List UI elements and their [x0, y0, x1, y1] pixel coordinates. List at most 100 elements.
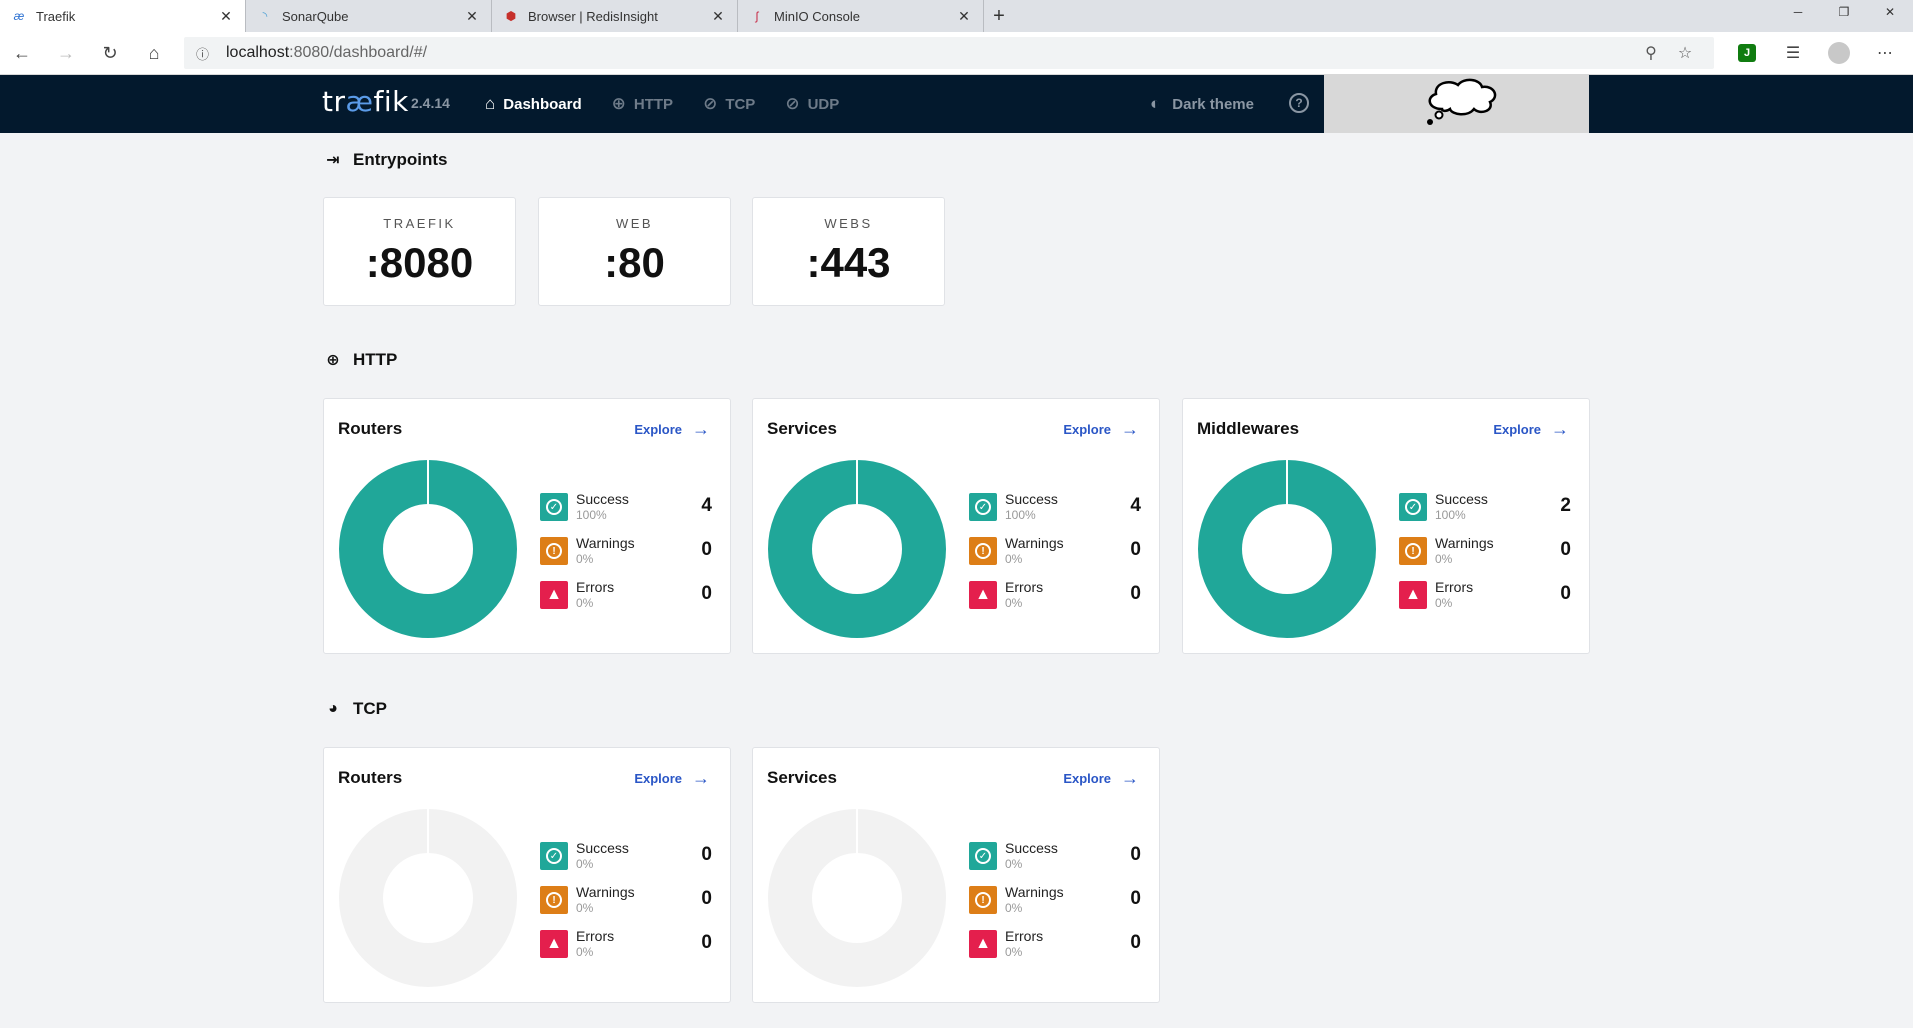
- status-donut-chart: [339, 808, 517, 987]
- nav-label: UDP: [807, 95, 840, 113]
- warnings-row: ! Warnings 0% 0: [969, 882, 1141, 922]
- close-icon[interactable]: ✕: [466, 7, 478, 24]
- warning-triangle-icon: ▲: [546, 586, 562, 603]
- http-routers-card: Routers Explore → ✓ Success 100% 4 ! War…: [323, 398, 731, 654]
- explore-link[interactable]: Explore →: [634, 768, 710, 789]
- browser-tab-redisinsight[interactable]: ⬢ Browser | RedisInsight ✕: [492, 0, 738, 32]
- arrow-right-icon: →: [692, 768, 710, 788]
- warnings-label: Warnings: [576, 535, 635, 551]
- arrow-right-icon: →: [692, 419, 710, 439]
- minio-icon: ʃ: [755, 9, 759, 23]
- home-button[interactable]: ⌂: [148, 42, 160, 63]
- explore-link[interactable]: Explore →: [1063, 768, 1139, 789]
- warnings-count: 0: [701, 888, 712, 909]
- errors-count: 0: [1130, 932, 1141, 953]
- info-icon[interactable]: ⓘ: [196, 46, 210, 62]
- nav-dashboard[interactable]: ⌂ Dashboard: [485, 94, 582, 114]
- warnings-label: Warnings: [1005, 884, 1064, 900]
- browser-tab-bar: æ Traefik ✕ ◝ SonarQube ✕ ⬢ Browser | Re…: [0, 0, 1913, 32]
- card-title: Services: [767, 768, 837, 787]
- success-row: ✓ Success 100% 4: [540, 489, 712, 529]
- tcp-services-card: Services Explore → ✓ Success 0% 0 ! Warn…: [752, 747, 1160, 1003]
- nav-udp[interactable]: ⊘ UDP: [785, 94, 839, 114]
- restore-icon[interactable]: ❐: [1838, 5, 1850, 19]
- nav-label: HTTP: [633, 95, 674, 113]
- browser-tab-sonarqube[interactable]: ◝ SonarQube ✕: [246, 0, 492, 32]
- close-icon[interactable]: ✕: [958, 7, 970, 24]
- browser-tab-traefik[interactable]: æ Traefik ✕: [0, 0, 246, 32]
- explore-link[interactable]: Explore →: [634, 419, 710, 440]
- entrypoints-section-title: ⇥ Entrypoints: [323, 150, 447, 170]
- success-percent: 100%: [1435, 508, 1466, 522]
- zoom-icon[interactable]: ⚲: [1645, 45, 1657, 62]
- close-window-icon[interactable]: ✕: [1884, 5, 1896, 19]
- warning-triangle-icon: ▲: [975, 935, 991, 952]
- nav-http[interactable]: ⊕ HTTP: [612, 94, 673, 114]
- http-services-card: Services Explore → ✓ Success 100% 4 ! Wa…: [752, 398, 1160, 654]
- warnings-count: 0: [701, 539, 712, 560]
- traefik-navbar: træfik 2.4.14 ⌂ Dashboard ⊕ HTTP ⊘ TCP ⊘…: [0, 75, 1913, 133]
- nav-label: TCP: [725, 95, 756, 113]
- entrypoint-address: :443: [806, 239, 891, 286]
- explore-link[interactable]: Explore →: [1063, 419, 1139, 440]
- url-input[interactable]: ⓘ localhost:8080/dashboard/#/ ⚲ ☆: [184, 37, 1714, 69]
- close-icon[interactable]: ✕: [712, 7, 724, 24]
- errors-row: ▲ Errors 0% 0: [540, 577, 712, 617]
- card-title: Routers: [338, 768, 403, 787]
- errors-row: ▲ Errors 0% 0: [540, 926, 712, 966]
- traefik-logo[interactable]: træfik: [322, 85, 409, 118]
- warning-triangle-icon: ▲: [975, 586, 991, 603]
- http-middlewares-card: Middlewares Explore → ✓ Success 100% 2 !…: [1182, 398, 1590, 654]
- section-label: Entrypoints: [353, 150, 448, 169]
- home-icon: ⌂: [485, 94, 496, 113]
- errors-count: 0: [1560, 583, 1571, 604]
- explore-link[interactable]: Explore →: [1493, 419, 1569, 440]
- contrast-icon: ◐: [1150, 94, 1161, 113]
- warnings-percent: 0%: [576, 901, 594, 915]
- warning-badge: !: [1399, 537, 1427, 565]
- url-path: :8080/dashboard/#/: [289, 44, 428, 61]
- redis-icon: ⬢: [505, 9, 517, 23]
- close-icon[interactable]: ✕: [220, 7, 232, 24]
- more-icon[interactable]: ⋯: [1877, 45, 1893, 62]
- refresh-button[interactable]: ↻: [102, 42, 118, 63]
- arrow-right-icon: →: [1121, 768, 1139, 788]
- warnings-row: ! Warnings 0% 0: [540, 533, 712, 573]
- success-percent: 0%: [576, 857, 594, 871]
- minimize-icon[interactable]: ─: [1793, 5, 1803, 19]
- globe-icon: ⊕: [611, 94, 626, 113]
- success-count: 0: [1130, 844, 1141, 865]
- favorite-star-icon[interactable]: ☆: [1677, 45, 1693, 62]
- tab-label: Traefik: [36, 8, 76, 24]
- new-tab-button[interactable]: +: [993, 4, 1005, 27]
- warning-triangle-icon: ▲: [546, 935, 562, 952]
- extension-icon[interactable]: J: [1738, 44, 1756, 62]
- success-label: Success: [1005, 491, 1058, 507]
- back-button[interactable]: ←: [13, 42, 31, 63]
- status-donut-chart: [1198, 459, 1376, 638]
- errors-percent: 0%: [576, 945, 594, 959]
- favorites-icon[interactable]: ☰: [1785, 45, 1801, 62]
- success-row: ✓ Success 100% 4: [969, 489, 1141, 529]
- warnings-label: Warnings: [576, 884, 635, 900]
- nav-tcp[interactable]: ⊘ TCP: [703, 94, 755, 114]
- error-badge: ▲: [540, 581, 568, 609]
- help-icon[interactable]: ?: [1289, 93, 1309, 113]
- logo-part: tr: [322, 85, 346, 118]
- url-host: localhost: [226, 44, 290, 61]
- card-title: Routers: [338, 419, 403, 438]
- browser-tab-minio[interactable]: ʃ MinIO Console ✕: [738, 0, 984, 32]
- thought-bubble-image: [1324, 75, 1589, 133]
- profile-avatar[interactable]: [1828, 42, 1850, 64]
- main-nav: ⌂ Dashboard ⊕ HTTP ⊘ TCP ⊘ UDP: [485, 75, 869, 133]
- http-section-title: ⊕ HTTP: [323, 350, 397, 370]
- success-percent: 100%: [576, 508, 607, 522]
- forward-button[interactable]: →: [57, 42, 75, 63]
- warning-badge: !: [540, 537, 568, 565]
- status-donut-chart: [768, 459, 946, 638]
- entrypoint-address: :80: [604, 239, 665, 286]
- exclamation-icon: !: [546, 543, 562, 559]
- success-label: Success: [1435, 491, 1488, 507]
- dark-theme-toggle[interactable]: ◐ Dark theme: [1150, 75, 1254, 133]
- entrypoint-address: :8080: [365, 239, 474, 286]
